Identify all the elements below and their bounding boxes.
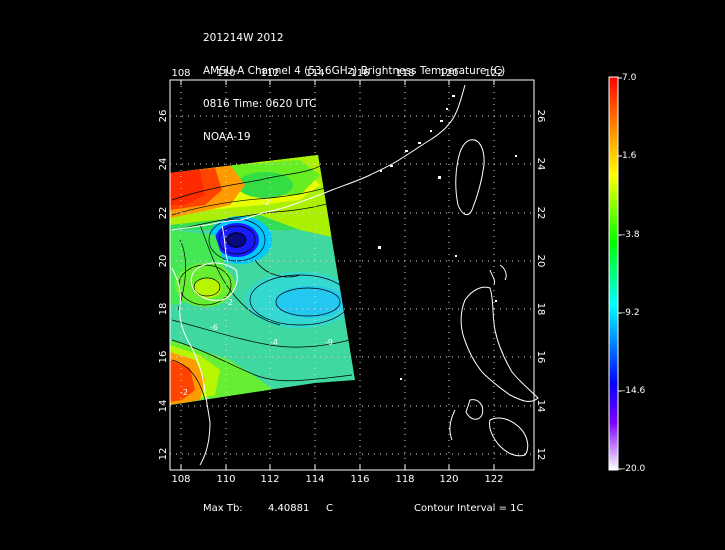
map-frame	[169, 79, 535, 471]
lat-tick-right: 16	[535, 351, 546, 364]
channel-title: AMSU-A Channel 4 (53.6GHz) Brightness Te…	[203, 65, 506, 77]
max-tb-label: Max Tb:	[203, 503, 243, 514]
time-title: 0816 Time: 0620 UTC	[203, 98, 317, 110]
max-tb-value: 4.40881	[268, 503, 310, 514]
lon-tick-top: 112	[260, 68, 279, 79]
colorbar-label: 7.0	[622, 73, 637, 83]
lat-tick-left: 14	[158, 400, 169, 413]
gridlines	[170, 80, 534, 470]
lat-tick-right: 18	[535, 303, 546, 316]
contour-interval: Contour Interval = 1C	[414, 503, 524, 514]
max-tb-unit: C	[326, 503, 333, 514]
lat-tick-right: 12	[535, 448, 546, 461]
lat-tick-right: 26	[535, 110, 546, 123]
contour-label: -2	[262, 198, 270, 207]
lon-tick-top: 110	[216, 68, 235, 79]
storm-title: 201214W 2012	[203, 32, 284, 44]
plot-header: 201214W 2012 AMSU-A Channel 4 (53.6GHz) …	[203, 11, 505, 154]
lon-tick-bottom: 122	[484, 474, 503, 485]
lon-tick-bottom: 108	[171, 474, 190, 485]
lat-tick-left: 22	[158, 207, 169, 220]
lat-tick-right: 20	[535, 255, 546, 268]
lat-tick-left: 26	[158, 110, 169, 123]
lon-tick-top: 114	[305, 68, 324, 79]
coastal-islands	[378, 95, 517, 380]
lat-tick-left: 20	[158, 255, 169, 268]
brightness-swath: -2 -4 -2 -6 -2 -9	[170, 155, 355, 405]
contour-label: -9	[325, 338, 333, 347]
lon-tick-bottom: 112	[260, 474, 279, 485]
colorbar-label: -20.0	[622, 464, 646, 474]
lat-tick-right: 22	[535, 207, 546, 220]
lat-tick-right: 24	[535, 158, 546, 171]
tick-marks	[180, 80, 495, 470]
colorbar-label: -9.2	[622, 308, 640, 318]
colorbar	[608, 76, 619, 471]
colorbar-label: 1.6	[622, 151, 637, 161]
contour-label: -2	[225, 298, 233, 307]
coastlines	[171, 84, 539, 466]
colorbar-label: -14.6	[622, 386, 646, 396]
lat-tick-left: 24	[158, 158, 169, 171]
lon-tick-bottom: 114	[305, 474, 324, 485]
lon-tick-bottom: 116	[350, 474, 369, 485]
contour-label: -4	[270, 338, 278, 347]
lat-tick-right: 14	[535, 400, 546, 413]
lon-tick-top: 116	[350, 68, 369, 79]
lon-tick-top: 118	[395, 68, 414, 79]
lon-tick-top: 120	[439, 68, 458, 79]
colorbar-label: -3.8	[622, 230, 640, 240]
lat-tick-left: 18	[158, 303, 169, 316]
contour-label: -6	[210, 323, 218, 332]
lon-tick-bottom: 120	[439, 474, 458, 485]
lon-tick-bottom: 110	[216, 474, 235, 485]
contour-label: -2	[180, 388, 188, 397]
lon-tick-bottom: 118	[395, 474, 414, 485]
colorbar-ticks	[618, 77, 622, 470]
lon-tick-top: 122	[484, 68, 503, 79]
lon-tick-top: 108	[171, 68, 190, 79]
satellite-title: NOAA-19	[203, 131, 251, 143]
lat-tick-left: 16	[158, 351, 169, 364]
lat-tick-left: 12	[158, 448, 169, 461]
